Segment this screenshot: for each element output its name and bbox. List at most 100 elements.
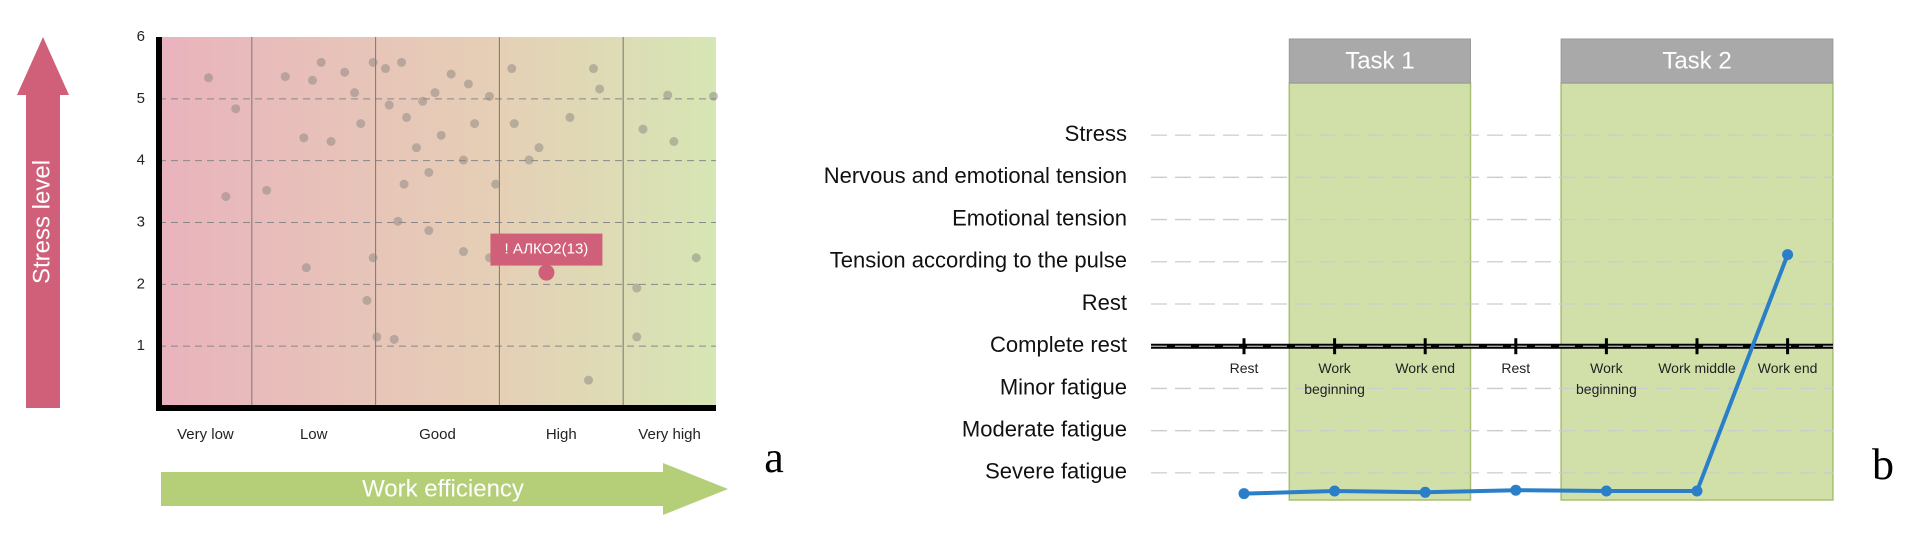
point: [534, 143, 544, 153]
task-header: [1560, 38, 1834, 84]
point: [368, 253, 378, 263]
point: [1691, 485, 1703, 497]
point: [350, 88, 360, 98]
point: [326, 136, 336, 146]
point: [418, 96, 428, 106]
point: [1419, 486, 1431, 498]
point: [393, 216, 403, 226]
level-label: Tension according to the pulse: [830, 248, 1127, 273]
point: [484, 91, 494, 101]
stress-arrow: [17, 37, 69, 408]
point: [638, 124, 648, 134]
point: [463, 79, 473, 89]
point: [362, 295, 372, 305]
point: [491, 179, 501, 189]
y-tick-label: 4: [137, 152, 145, 169]
task-header: [1288, 38, 1472, 84]
x-category-label: Very low: [177, 426, 234, 443]
highlight-point: [538, 264, 555, 281]
point: [389, 334, 399, 344]
y-tick-label: 2: [137, 275, 145, 292]
point: [316, 57, 326, 67]
point: [424, 167, 434, 177]
x-category-label: Very high: [638, 426, 701, 443]
level-label: Nervous and emotional tension: [824, 163, 1127, 188]
point: [402, 112, 412, 122]
point: [372, 332, 382, 342]
point: [1238, 488, 1250, 500]
level-label: Emotional tension: [952, 205, 1127, 230]
point: [436, 130, 446, 140]
x-category-label: High: [546, 426, 577, 443]
y-tick-label: 3: [137, 213, 145, 230]
point: [262, 185, 272, 195]
x-category-label: Rest: [1501, 360, 1531, 377]
x-category-label: Work middle: [1658, 360, 1736, 377]
level-label: Minor fatigue: [1000, 374, 1127, 399]
point: [565, 112, 575, 122]
task-label: Task 2: [1662, 47, 1731, 74]
level-label: Moderate fatigue: [962, 416, 1127, 441]
point: [595, 84, 605, 94]
x-category-label: Work end: [1395, 360, 1456, 377]
y-tick-label: 5: [137, 90, 145, 107]
point: [356, 119, 366, 129]
point: [524, 155, 534, 165]
point: [299, 133, 309, 143]
highlight-label: ! АЛКО2(13): [505, 241, 589, 258]
point: [231, 104, 241, 114]
point: [709, 91, 719, 101]
stress-arrow-label: Stress level: [28, 160, 55, 284]
x-category-label: Low: [300, 426, 328, 443]
point: [381, 64, 391, 74]
x-category-label: Rest: [1229, 360, 1259, 377]
point: [424, 226, 434, 236]
task-area: [1288, 82, 1472, 501]
point: [584, 375, 594, 385]
point: [307, 75, 317, 85]
point: [588, 64, 598, 74]
point: [1510, 484, 1522, 496]
point: [663, 90, 673, 100]
point: [458, 247, 468, 257]
point: [399, 179, 409, 189]
highlight-label-box: [490, 233, 603, 266]
point: [669, 136, 679, 146]
point: [340, 67, 350, 77]
point: [368, 57, 378, 67]
point: [1329, 485, 1341, 497]
task-area: [1560, 82, 1834, 501]
point: [204, 73, 214, 83]
efficiency-arrow-label: Work efficiency: [362, 475, 524, 502]
point: [1600, 485, 1612, 497]
y-tick-label: 1: [137, 337, 145, 354]
level-label: Severe fatigue: [985, 459, 1127, 484]
point: [509, 119, 519, 129]
point: [470, 119, 480, 129]
point: [507, 64, 517, 74]
x-category-label: Work beginning: [1304, 360, 1365, 398]
point: [221, 192, 231, 202]
x-category-label: Good: [419, 426, 456, 443]
point: [384, 100, 394, 110]
point: [446, 69, 456, 79]
point: [430, 88, 440, 98]
point: [411, 143, 421, 153]
point: [632, 332, 642, 342]
x-category-label: Work end: [1757, 360, 1818, 377]
panel-letter: a: [764, 433, 784, 482]
point: [458, 155, 468, 165]
y-tick-label: 6: [137, 28, 145, 45]
point: [397, 57, 407, 67]
level-label: Complete rest: [990, 332, 1127, 357]
point: [632, 283, 642, 293]
panel-letter: b: [1872, 440, 1894, 489]
point: [301, 263, 311, 273]
level-label: Rest: [1082, 290, 1127, 315]
level-label: Stress: [1065, 121, 1127, 146]
point: [280, 72, 290, 82]
point: [1782, 249, 1794, 261]
efficiency-arrow: [161, 463, 728, 515]
